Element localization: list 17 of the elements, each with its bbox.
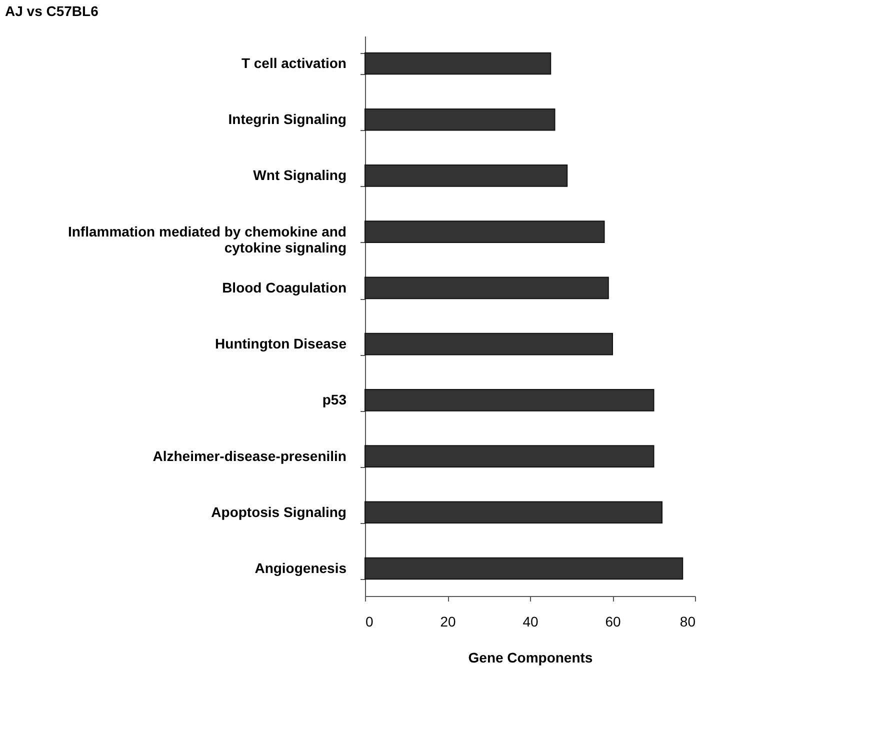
y-tick-label: p53 bbox=[322, 392, 347, 408]
x-tick-label: 0 bbox=[366, 614, 374, 630]
text: AJ vs C57BL6 bbox=[5, 3, 99, 19]
x-tick-label: 60 bbox=[605, 614, 621, 630]
x-tick-label: 80 bbox=[680, 614, 696, 630]
y-tick-label: Inflammation mediated by chemokine and cytokine signaling bbox=[68, 223, 346, 256]
x-tick-label: 40 bbox=[522, 614, 538, 630]
x-tick-label: 20 bbox=[440, 614, 456, 630]
x-axis-title: Gene Components bbox=[468, 650, 593, 666]
y-tick-label: Blood Coagulation bbox=[222, 279, 346, 296]
y-tick-label: Alzheimer-disease-presenilin bbox=[152, 448, 346, 464]
y-tick-label: T cell activation bbox=[241, 54, 346, 71]
y-tick-label: Apoptosis Signaling bbox=[211, 504, 346, 520]
y-tick-label: Angiogenesis bbox=[254, 560, 347, 576]
y-tick-label: Huntington Disease bbox=[215, 336, 347, 352]
y-tick-label: Integrin Signaling bbox=[228, 111, 346, 128]
y-tick-label: Wnt Signaling bbox=[253, 167, 346, 184]
